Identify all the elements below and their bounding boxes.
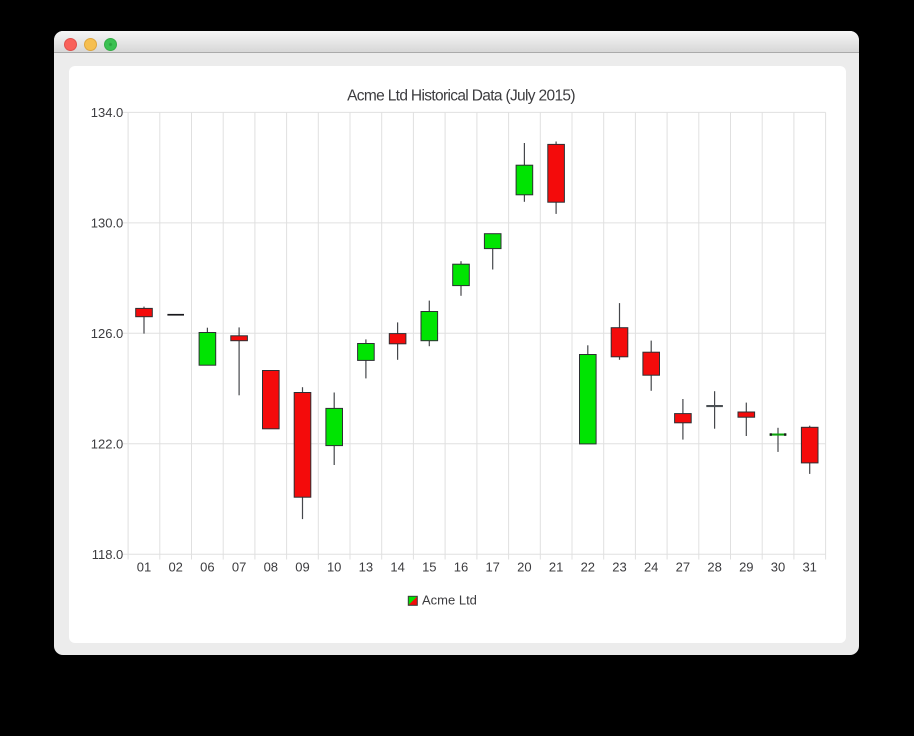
svg-text:30: 30: [771, 559, 785, 574]
svg-text:10: 10: [327, 559, 341, 574]
svg-text:20: 20: [517, 559, 531, 574]
svg-text:06: 06: [200, 559, 214, 574]
svg-text:13: 13: [359, 559, 373, 574]
svg-text:14: 14: [390, 559, 404, 574]
svg-text:27: 27: [676, 559, 690, 574]
svg-text:22: 22: [581, 559, 595, 574]
svg-text:28: 28: [707, 559, 721, 574]
svg-text:130.0: 130.0: [91, 216, 124, 231]
svg-text:Acme Ltd Historical Data (July: Acme Ltd Historical Data (July 2015): [347, 87, 575, 104]
svg-text:29: 29: [739, 559, 753, 574]
svg-text:15: 15: [422, 559, 436, 574]
svg-text:118.0: 118.0: [92, 547, 124, 562]
svg-text:17: 17: [485, 559, 499, 574]
svg-text:122.0: 122.0: [91, 436, 124, 451]
svg-text:126.0: 126.0: [91, 326, 124, 341]
svg-text:Acme Ltd: Acme Ltd: [422, 593, 477, 608]
svg-text:16: 16: [454, 559, 468, 574]
svg-text:23: 23: [612, 559, 626, 574]
svg-text:08: 08: [264, 559, 278, 574]
svg-text:24: 24: [644, 559, 658, 574]
svg-text:09: 09: [295, 559, 309, 574]
svg-text:01: 01: [137, 559, 151, 574]
svg-text:31: 31: [802, 559, 816, 574]
svg-text:21: 21: [549, 559, 563, 574]
svg-text:07: 07: [232, 559, 246, 574]
svg-text:02: 02: [168, 559, 182, 574]
svg-text:134.0: 134.0: [91, 105, 124, 120]
